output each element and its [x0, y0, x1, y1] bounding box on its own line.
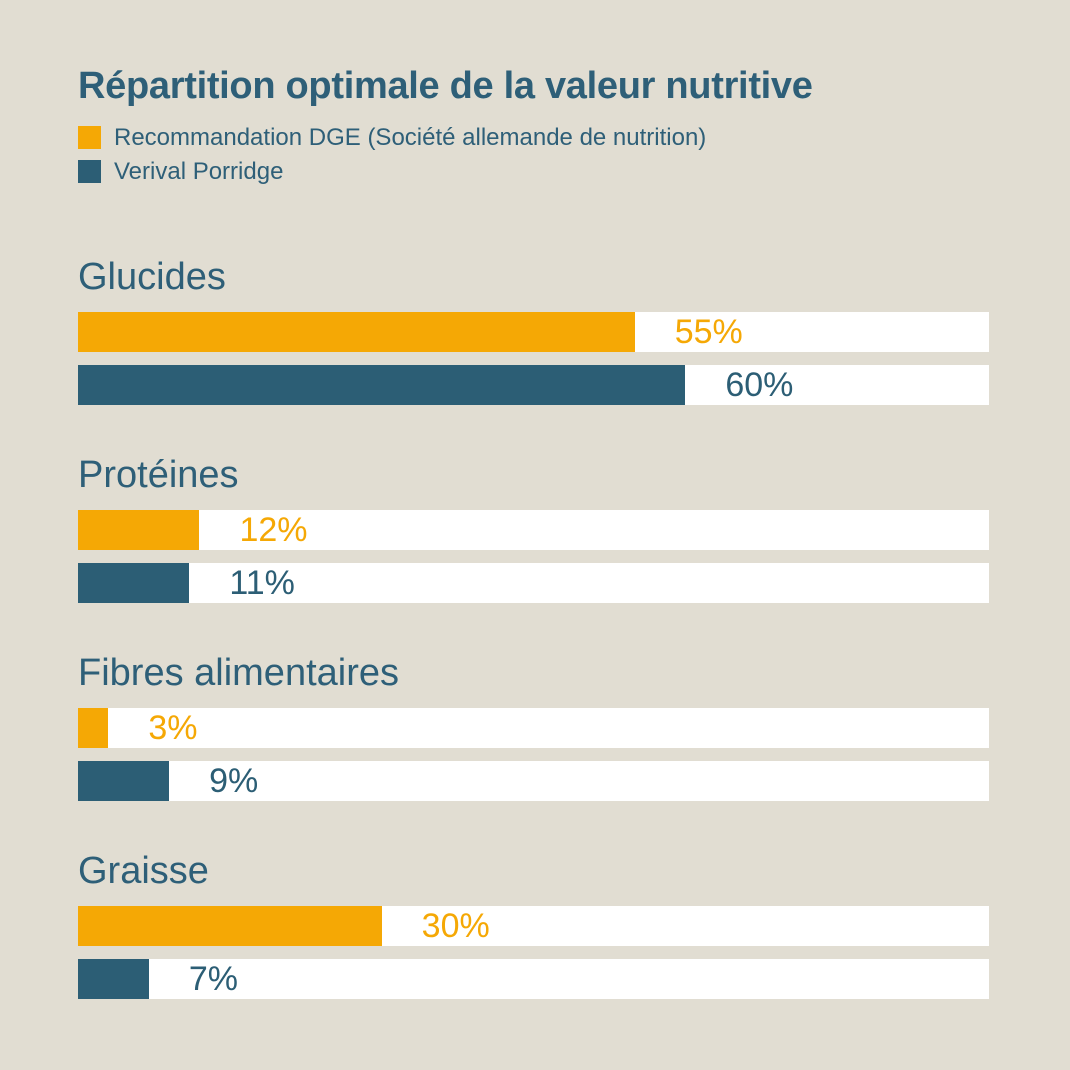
bar-track-verival: 9% [78, 761, 989, 801]
bar-fill-dge [78, 906, 382, 946]
group-label: Protéines [78, 454, 239, 496]
bar-fill-verival [78, 761, 170, 801]
bar-track-verival: 7% [78, 959, 989, 999]
group-label: Graisse [78, 850, 209, 892]
bar-chart: Glucides 55% 60% Protéines 12% 11% Fibre… [78, 255, 989, 999]
bar-value-verival: 9% [209, 762, 259, 800]
legend-color-swatch-verival [78, 160, 101, 183]
legend-label-dge: Recommandation DGE (Société allemande de… [114, 123, 707, 151]
group-label: Glucides [78, 256, 226, 298]
bar-track-dge: 55% [78, 312, 989, 352]
group-glucides: Glucides 55% 60% [78, 255, 989, 405]
legend-item-verival: Verival Porridge [78, 157, 989, 185]
bar-value-dge: 30% [421, 907, 490, 945]
legend-item-dge: Recommandation DGE (Société allemande de… [78, 123, 989, 151]
bar-track-verival: 11% [78, 563, 989, 603]
bar-value-dge: 3% [148, 709, 198, 747]
bar-value-dge: 12% [239, 511, 308, 549]
bar-track-verival: 60% [78, 365, 989, 405]
legend-color-swatch-dge [78, 126, 101, 149]
bar-track-dge: 3% [78, 708, 989, 748]
bar-fill-dge [78, 510, 200, 550]
bar-fill-dge [78, 312, 635, 352]
bar-fill-dge [78, 708, 109, 748]
bar-fill-verival [78, 563, 190, 603]
group-label: Fibres alimentaires [78, 652, 399, 694]
legend-label-verival: Verival Porridge [114, 157, 284, 185]
chart-title: Répartition optimale de la valeur nutrit… [78, 65, 813, 107]
bar-value-verival: 11% [229, 564, 295, 602]
bar-value-verival: 7% [188, 960, 238, 998]
group-fibres-alimentaires: Fibres alimentaires 3% 9% [78, 651, 989, 801]
bar-fill-verival [78, 959, 149, 999]
group-graisse: Graisse 30% 7% [78, 849, 989, 999]
bar-value-verival: 60% [725, 366, 794, 404]
group-proteines: Protéines 12% 11% [78, 453, 989, 603]
bar-value-dge: 55% [674, 313, 743, 351]
bar-track-dge: 12% [78, 510, 989, 550]
legend: Recommandation DGE (Société allemande de… [78, 123, 989, 185]
bar-track-dge: 30% [78, 906, 989, 946]
bar-fill-verival [78, 365, 686, 405]
